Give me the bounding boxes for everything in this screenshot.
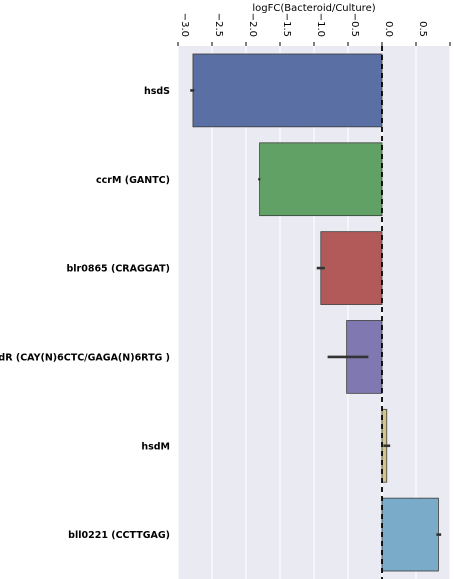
x-tick-label: −1.5: [281, 13, 292, 37]
x-tick-label: 1.0: [451, 21, 454, 37]
x-tick-label: −3.0: [179, 13, 190, 37]
bars: [192, 53, 439, 572]
category-label: blr0865 (CRAGGAT): [66, 264, 170, 275]
error-bars: [190, 89, 442, 536]
bar: [320, 231, 383, 305]
category-labels: hsdS ccrM (GANTC) blr0865 (CRAGGAT) hsdR (C…: [0, 86, 170, 541]
x-tick-label: −2.5: [213, 13, 224, 37]
category-label: bll0221 (CCTTGAG): [68, 530, 170, 541]
x-tick-label: −0.5: [349, 13, 360, 37]
bar: [381, 497, 439, 572]
category-label: hsdM: [141, 441, 170, 452]
category-label: hsdS: [144, 86, 170, 97]
x-tick-label: 0.0: [383, 21, 394, 37]
x-ticks: −3.0 −2.5 −2.0 −1.5 −1.0 −0.5 0.0 0.5 1.0: [177, 13, 454, 46]
x-tick-label: −2.0: [247, 13, 258, 37]
x-tick-label: −1.0: [315, 13, 326, 37]
x-tick-label: 0.5: [417, 21, 428, 37]
bar: [192, 53, 383, 128]
category-label: hsdR (CAY(N)6CTC/GAGA(N)6RTG ): [0, 352, 170, 363]
bar: [259, 142, 383, 217]
x-axis-title: logFC(Bacteroid/Culture): [252, 3, 375, 14]
category-label: ccrM (GANTC): [96, 175, 170, 186]
